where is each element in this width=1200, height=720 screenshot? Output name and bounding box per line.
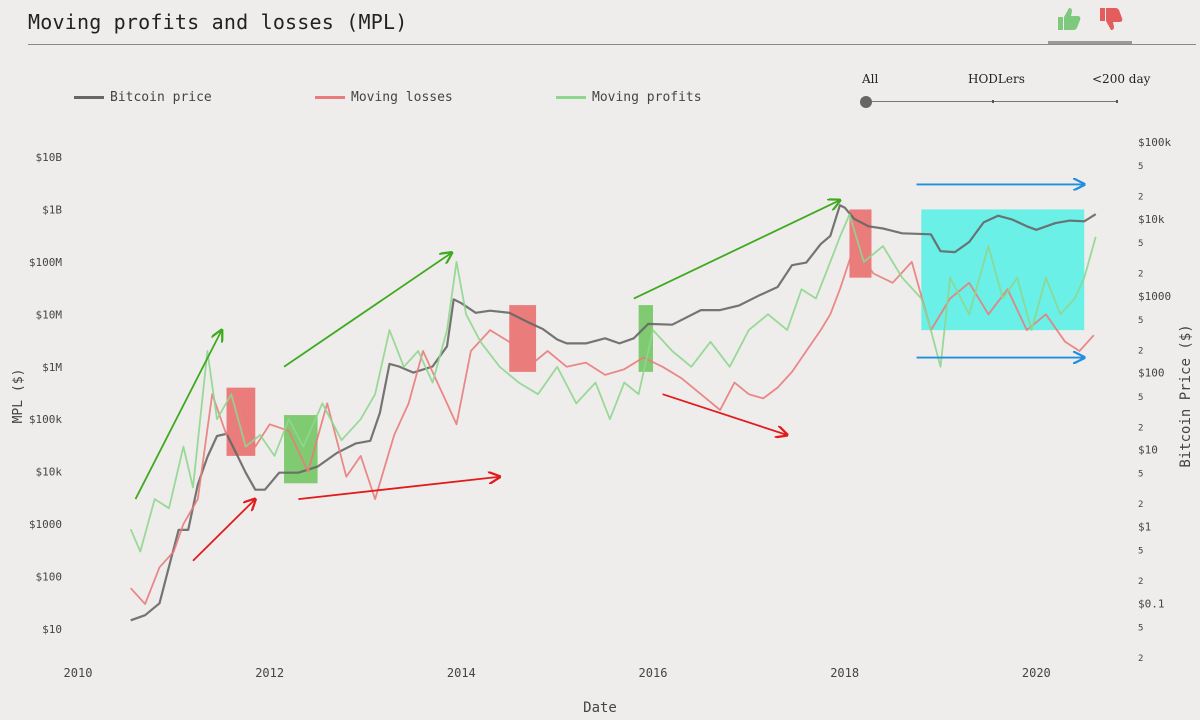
- y-left-tick-label: $10M: [36, 308, 63, 321]
- page-title: Moving profits and losses (MPL): [28, 10, 408, 34]
- y-left-tick-label: $100M: [29, 256, 62, 269]
- legend-label: Moving losses: [351, 90, 453, 105]
- title-divider: [28, 44, 1196, 45]
- y-right-tick-label: 5: [1138, 470, 1143, 480]
- y-right-tick-label: 2: [1138, 577, 1143, 587]
- y-right-tick-label: $1000: [1138, 290, 1171, 303]
- y-right-tick-label: $100k: [1138, 136, 1171, 149]
- highlight-box: [921, 209, 1085, 331]
- y-right-tick-label: $1: [1138, 520, 1151, 533]
- x-axis-label: Date: [583, 700, 617, 716]
- slider-option-under-200-day[interactable]: <200 day: [1092, 72, 1151, 86]
- y-left-tick-label: $1B: [42, 203, 62, 216]
- y-right-tick-label: 5: [1138, 316, 1143, 326]
- annotation-arrow: [298, 477, 499, 500]
- x-tick-label: 2016: [639, 666, 668, 680]
- series-line-moving-losses: [130, 245, 1095, 605]
- legend-swatch: [315, 96, 345, 99]
- y-right-tick-label: $100: [1138, 367, 1165, 380]
- annotation-arrow: [192, 499, 255, 562]
- y-left-tick-label: $100: [36, 571, 63, 584]
- legend-item-moving-profits[interactable]: Moving profits: [556, 90, 702, 105]
- slider-tick: [992, 100, 994, 103]
- y-left-tick-label: $100k: [29, 413, 62, 426]
- y-right-tick-label: 2: [1138, 193, 1143, 203]
- thumbs-up-icon: [1058, 8, 1081, 30]
- y-right-tick-label: 5: [1138, 623, 1143, 633]
- legend-item-moving-losses[interactable]: Moving losses: [315, 90, 453, 105]
- y-right-tick-label: 2: [1138, 270, 1143, 280]
- y-left-axis-label: MPL ($): [11, 369, 26, 424]
- highlight-box: [226, 387, 256, 456]
- y-right-tick-label: 5: [1138, 239, 1143, 249]
- x-tick-label: 2018: [830, 666, 859, 680]
- x-tick-label: 2012: [255, 666, 284, 680]
- legend-label: Moving profits: [592, 90, 702, 105]
- holder-filter-slider[interactable]: All HODLers <200 day: [860, 72, 1150, 112]
- y-left-tick-label: $10k: [36, 466, 63, 479]
- slider-tick: [1116, 100, 1118, 103]
- x-tick-label: 2010: [64, 666, 93, 680]
- y-right-tick-label: 2: [1138, 654, 1143, 664]
- legend-swatch: [74, 96, 104, 99]
- x-tick-label: 2020: [1022, 666, 1051, 680]
- y-right-tick-label: $10: [1138, 444, 1158, 457]
- slider-option-all[interactable]: All: [862, 72, 879, 86]
- series-line-moving-profits: [129, 213, 1097, 553]
- annotation-arrow: [662, 393, 788, 435]
- y-right-tick-label: 5: [1138, 547, 1143, 557]
- thumbs-down-icon: [1100, 8, 1123, 30]
- slider-option-hodlers[interactable]: HODLers: [968, 72, 1025, 86]
- slider-thumb[interactable]: [860, 96, 872, 108]
- legend-item-bitcoin-price[interactable]: Bitcoin price: [74, 90, 212, 105]
- y-right-tick-label: 5: [1138, 393, 1143, 403]
- thumbs-down-button[interactable]: [1096, 4, 1126, 34]
- annotation-arrow: [283, 253, 452, 368]
- annotation-arrow: [633, 200, 840, 300]
- x-tick-label: 2014: [447, 666, 476, 680]
- annotation-arrow: [134, 330, 222, 500]
- highlight-box: [638, 305, 653, 372]
- y-right-axis-label: Bitcoin Price ($): [1178, 324, 1194, 467]
- y-right-tick-label: 2: [1138, 346, 1143, 356]
- y-right-tick-label: 2: [1138, 500, 1143, 510]
- y-left-tick-label: $10: [42, 623, 62, 636]
- y-left-tick-label: $1M: [42, 361, 62, 374]
- y-right-tick-label: $10k: [1138, 213, 1165, 226]
- thumbs-up-button[interactable]: [1054, 4, 1084, 34]
- vote-underline: [1048, 41, 1132, 44]
- legend-label: Bitcoin price: [110, 90, 212, 105]
- legend-swatch: [556, 96, 586, 99]
- y-right-tick-label: 2: [1138, 423, 1143, 433]
- y-left-tick-label: $10B: [36, 151, 63, 164]
- y-left-tick-label: $1000: [29, 518, 62, 531]
- series-line-bitcoin-price: [130, 204, 1097, 622]
- y-right-tick-label: 5: [1138, 162, 1143, 172]
- y-right-tick-label: $0.1: [1138, 597, 1165, 610]
